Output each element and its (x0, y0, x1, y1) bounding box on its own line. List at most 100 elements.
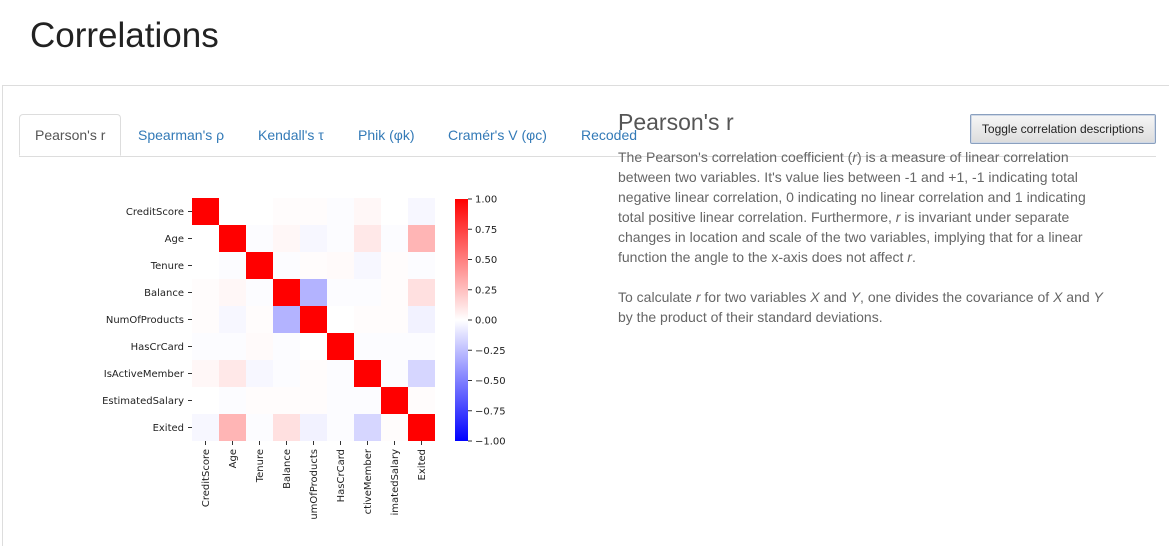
heatmap-cell (300, 252, 327, 279)
x-tick-label: CreditScore (201, 449, 212, 507)
heatmap-cell (354, 387, 381, 414)
heatmap-cell (408, 225, 435, 252)
x-tick-label: imatedSalary (390, 449, 401, 516)
heatmap-cell (219, 279, 246, 306)
heatmap-cell (381, 279, 408, 306)
tab-kendall[interactable]: Kendall's τ (258, 127, 324, 143)
tab-cramers-v[interactable]: Cramér's V (φc) (448, 127, 547, 143)
heatmap-cell (408, 279, 435, 306)
heatmap-cell (354, 306, 381, 333)
heatmap-cell (300, 333, 327, 360)
toggle-descriptions-button[interactable]: Toggle correlation descriptions (969, 114, 1156, 144)
heatmap-cell (408, 387, 435, 414)
colorbar-tick-label: −0.50 (475, 376, 506, 387)
colorbar-tick-label: 0.00 (475, 316, 497, 327)
heatmap-cell (381, 225, 408, 252)
heatmap-cell (219, 252, 246, 279)
y-tick-label: Exited (153, 423, 184, 434)
heatmap-cell (192, 252, 219, 279)
heatmap-cell (192, 360, 219, 387)
y-tick-label: Age (165, 234, 184, 245)
x-tick-label: HasCrCard (336, 449, 347, 502)
heatmap-cell (327, 306, 354, 333)
heatmap-cell (219, 306, 246, 333)
heatmap-cell (273, 306, 300, 333)
heatmap-cell (354, 414, 381, 441)
heatmap-cell (327, 414, 354, 441)
y-tick-label: Balance (144, 288, 184, 299)
heatmap-cell (408, 333, 435, 360)
heatmap-cell (192, 279, 219, 306)
heatmap-cell (273, 333, 300, 360)
colorbar-tick-label: 0.25 (475, 285, 497, 296)
correlation-description: Pearson's r The Pearson's correlation co… (618, 108, 1108, 347)
heatmap-cell (354, 360, 381, 387)
heatmap-cell (327, 387, 354, 414)
heatmap-cell (192, 225, 219, 252)
heatmap-cell (192, 198, 219, 225)
heatmap-cell (354, 252, 381, 279)
tab-spearman[interactable]: Spearman's ρ (138, 127, 225, 143)
heatmap-cell (246, 360, 273, 387)
pearson-heatmap: CreditScore Age Tenure Balance NumOfProducts… (102, 195, 506, 520)
heatmap-cell (273, 225, 300, 252)
heatmap-cell (327, 279, 354, 306)
heatmap-cell (219, 198, 246, 225)
heatmap-cell (192, 387, 219, 414)
description-paragraph-2: To calculate r for two variables X and Y… (618, 289, 1103, 325)
x-tick-label: Age (228, 449, 239, 468)
heatmap-cell (246, 333, 273, 360)
heatmap-cell (246, 387, 273, 414)
heatmap-cell (381, 414, 408, 441)
colorbar (455, 199, 468, 441)
heatmap-cell (300, 279, 327, 306)
page-title: Correlations (30, 16, 219, 55)
heatmap-cell (246, 279, 273, 306)
colorbar-tick-label: −0.25 (475, 346, 506, 357)
tab-pearson[interactable]: Pearson's r (19, 114, 122, 156)
x-tick-label: Exited (417, 449, 428, 480)
heatmap-cell (408, 198, 435, 225)
heatmap-cell (300, 198, 327, 225)
colorbar-tick-label: −1.00 (475, 437, 506, 448)
heatmap-cell (381, 252, 408, 279)
heatmap-cell (300, 306, 327, 333)
description-heading: Pearson's r (618, 109, 734, 135)
x-tick-label: Balance (282, 449, 293, 489)
y-tick-label: HasCrCard (131, 342, 184, 353)
heatmap-cell (246, 306, 273, 333)
heatmap-cell (246, 252, 273, 279)
x-tick-label: umOfProducts (309, 449, 320, 520)
heatmap-cell (408, 252, 435, 279)
tab-recoded[interactable]: Recoded (581, 127, 638, 143)
heatmap-cell (327, 333, 354, 360)
heatmap-cell (327, 360, 354, 387)
heatmap-cell (246, 414, 273, 441)
y-tick-label: IsActiveMember (104, 369, 185, 380)
heatmap-cell (273, 360, 300, 387)
x-tick-label: Tenure (255, 449, 266, 483)
heatmap-cell (192, 306, 219, 333)
heatmap-cell (273, 387, 300, 414)
heatmap-cell (327, 252, 354, 279)
heatmap-cell (273, 198, 300, 225)
tab-phik[interactable]: Phik (φk) (358, 127, 415, 143)
heatmap-cell (354, 225, 381, 252)
description-paragraph-1: The Pearson's correlation coefficient (r… (618, 149, 1086, 265)
heatmap-cell (354, 333, 381, 360)
y-tick-label: NumOfProducts (106, 315, 184, 326)
heatmap-cell (381, 387, 408, 414)
heatmap-cell (246, 198, 273, 225)
heatmap-cell (381, 333, 408, 360)
colorbar-tick-label: −0.75 (475, 406, 506, 417)
heatmap-cell (219, 333, 246, 360)
colorbar-tick-label: 1.00 (475, 195, 497, 206)
heatmap-cell (408, 360, 435, 387)
heatmap-cell (408, 306, 435, 333)
y-tick-label: CreditScore (126, 207, 184, 218)
heatmap-cell (327, 225, 354, 252)
x-tick-label: ctiveMember (363, 448, 374, 514)
heatmap-cell (300, 387, 327, 414)
heatmap-cell (219, 360, 246, 387)
heatmap-cell (219, 414, 246, 441)
